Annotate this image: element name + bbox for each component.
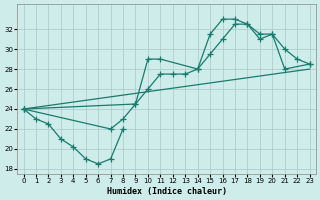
- X-axis label: Humidex (Indice chaleur): Humidex (Indice chaleur): [107, 187, 227, 196]
